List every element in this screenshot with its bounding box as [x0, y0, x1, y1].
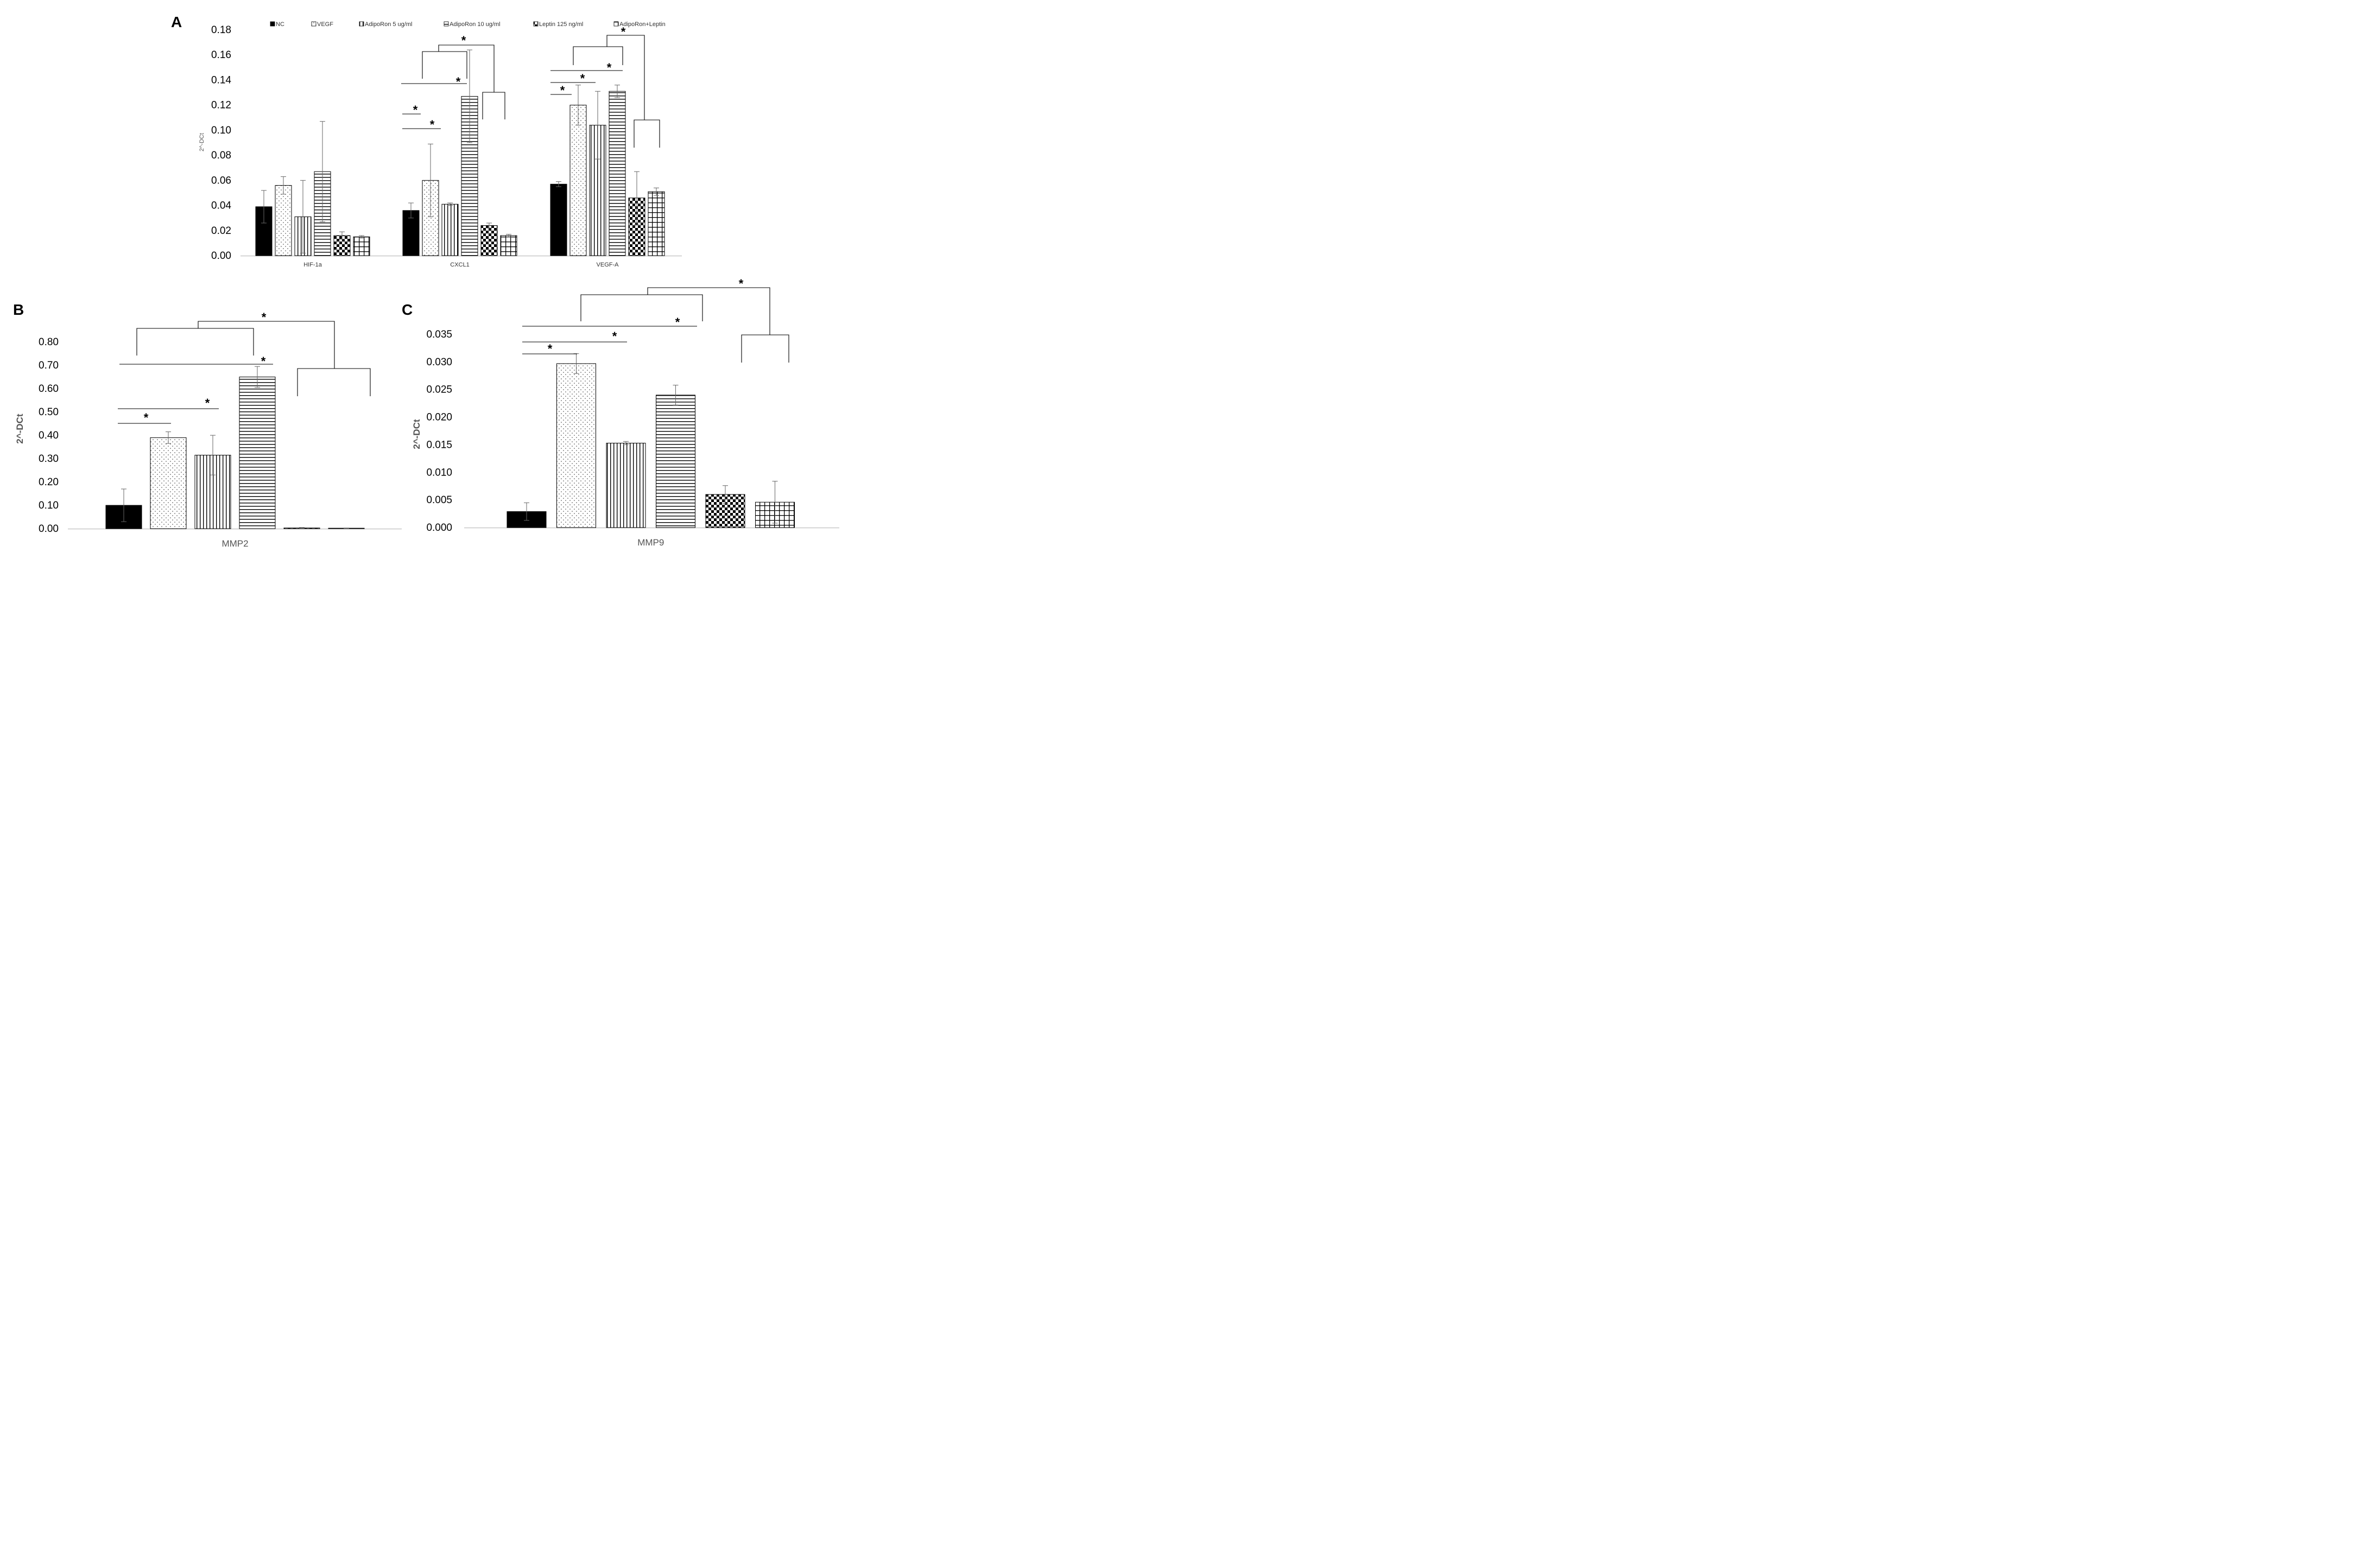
sig-bracket: [297, 368, 371, 396]
y-tick-label: 0.000: [426, 522, 452, 534]
bar: [441, 204, 459, 256]
panel-b: 0.00 0.10 0.20 0.30 0.40 0.50 0.60 0.70 0.80 MMP2: [39, 337, 402, 549]
y-tick-label: 0.10: [39, 500, 59, 511]
y-tick-label: 0.40: [39, 430, 59, 441]
y-tick-label: 0.30: [39, 453, 59, 465]
sig-bracket: [580, 294, 703, 321]
significance-star: *: [675, 315, 680, 329]
significance-brackets: * * * * * * * * * * * * * * * *: [118, 25, 789, 424]
sig-bracket: [741, 334, 789, 363]
bar: [275, 185, 292, 256]
legend-label: VEGF: [317, 21, 333, 28]
sig-bracket: [573, 46, 623, 65]
category-label: CXCL1: [450, 262, 469, 268]
category-label: VEGF-A: [597, 262, 619, 268]
legend: NC VEGF AdipoRon 5 ug/ml AdipoRon 10 ug/ml L…: [270, 21, 666, 28]
bar: [648, 191, 665, 256]
category-label: MMP9: [637, 537, 664, 548]
y-tick-label: 0.80: [39, 337, 59, 348]
chart-panels: 0.00 0.02 0.04 0.06 0.08 0.10 0.12 0.14 0.16 0.18…: [39, 24, 839, 549]
bar: [609, 91, 626, 256]
legend-label: AdipoRon+Leptin: [619, 21, 666, 28]
panel-c: 0.000 0.005 0.010 0.015 0.020 0.025 0.030 0.035…: [426, 329, 839, 548]
bar: [569, 105, 587, 256]
y-tick-label: 0.16: [211, 49, 231, 61]
legend-swatch: [311, 21, 317, 27]
panel-letter-c: C: [402, 301, 413, 318]
sig-bracket: [606, 35, 645, 120]
panel-letter-a: A: [171, 14, 182, 30]
y-axis-label-c: 2^-DCt: [412, 419, 422, 449]
y-tick-label: 0.08: [211, 150, 231, 161]
y-tick-label: 0.00: [39, 523, 59, 535]
sig-bracket: [136, 328, 254, 356]
y-tick-label: 0.12: [211, 100, 231, 111]
panel-letter-b: B: [13, 301, 24, 318]
y-tick-label: 0.04: [211, 200, 231, 212]
bar: [656, 395, 695, 528]
sig-bracket: [422, 51, 467, 79]
y-tick-label: 0.030: [426, 357, 452, 368]
bar: [550, 183, 567, 256]
legend-label: NC: [276, 21, 284, 28]
bar: [239, 377, 276, 529]
y-tick-label: 0.06: [211, 175, 231, 186]
figure: A B C 2^-DCt 2^-DCt 2^-DCt NC VEGF AdipoRo…: [13, 14, 839, 549]
significance-star: *: [461, 34, 466, 47]
significance-star: *: [612, 329, 617, 343]
sig-bracket: [198, 321, 335, 369]
y-tick-label: 0.20: [39, 477, 59, 488]
significance-star: *: [262, 310, 267, 324]
y-tick-label: 0.035: [426, 329, 452, 340]
bar: [353, 236, 370, 256]
bar: [500, 235, 517, 256]
y-tick-label: 0.015: [426, 439, 452, 451]
significance-star: *: [580, 72, 585, 85]
category-label: HIF-1a: [303, 262, 322, 268]
legend-swatch: [270, 21, 275, 27]
significance-star: *: [144, 411, 149, 424]
legend-label: Leptin 125 ng/ml: [539, 21, 583, 28]
y-tick-label: 0.02: [211, 225, 231, 237]
significance-star: *: [560, 84, 565, 97]
legend-swatch: [533, 21, 539, 27]
y-tick-label: 0.10: [211, 125, 231, 136]
legend-label: AdipoRon 5 ug/ml: [365, 21, 412, 28]
y-tick-label: 0.14: [211, 74, 231, 86]
y-tick-label: 0.020: [426, 412, 452, 423]
significance-star: *: [456, 75, 461, 88]
y-tick-label: 0.025: [426, 384, 452, 396]
panel-a: 0.00 0.02 0.04 0.06 0.08 0.10 0.12 0.14 0.16 0.18…: [211, 24, 682, 268]
significance-star: *: [607, 61, 612, 74]
legend-swatch: [613, 21, 619, 27]
legend-label: AdipoRon 10 ug/ml: [450, 21, 501, 28]
significance-star: *: [739, 277, 744, 290]
category-label: MMP2: [221, 538, 248, 549]
bar: [606, 442, 646, 528]
sig-bracket: [634, 119, 660, 148]
y-axis-label-b: 2^-DCt: [15, 414, 25, 444]
significance-star: *: [261, 354, 266, 368]
y-tick-label: 0.00: [211, 250, 231, 262]
significance-star: *: [413, 103, 418, 117]
sig-bracket: [647, 287, 770, 335]
y-tick-label: 0.005: [426, 494, 452, 506]
significance-star: *: [205, 396, 210, 410]
y-tick-label: 0.18: [211, 24, 231, 36]
bar: [556, 363, 596, 528]
legend-swatch: [444, 21, 449, 27]
bar: [480, 225, 498, 256]
y-tick-label: 0.50: [39, 407, 59, 418]
sig-bracket: [438, 45, 495, 92]
legend-swatch: [359, 21, 364, 27]
y-tick-label: 0.70: [39, 360, 59, 371]
y-tick-label: 0.60: [39, 383, 59, 395]
significance-star: *: [621, 25, 626, 39]
significance-star: *: [548, 342, 553, 356]
y-axis-label-a: 2^-DCt: [199, 133, 205, 151]
y-tick-label: 0.010: [426, 467, 452, 478]
significance-star: *: [430, 118, 435, 131]
sig-bracket: [482, 92, 505, 119]
bar: [150, 437, 187, 529]
